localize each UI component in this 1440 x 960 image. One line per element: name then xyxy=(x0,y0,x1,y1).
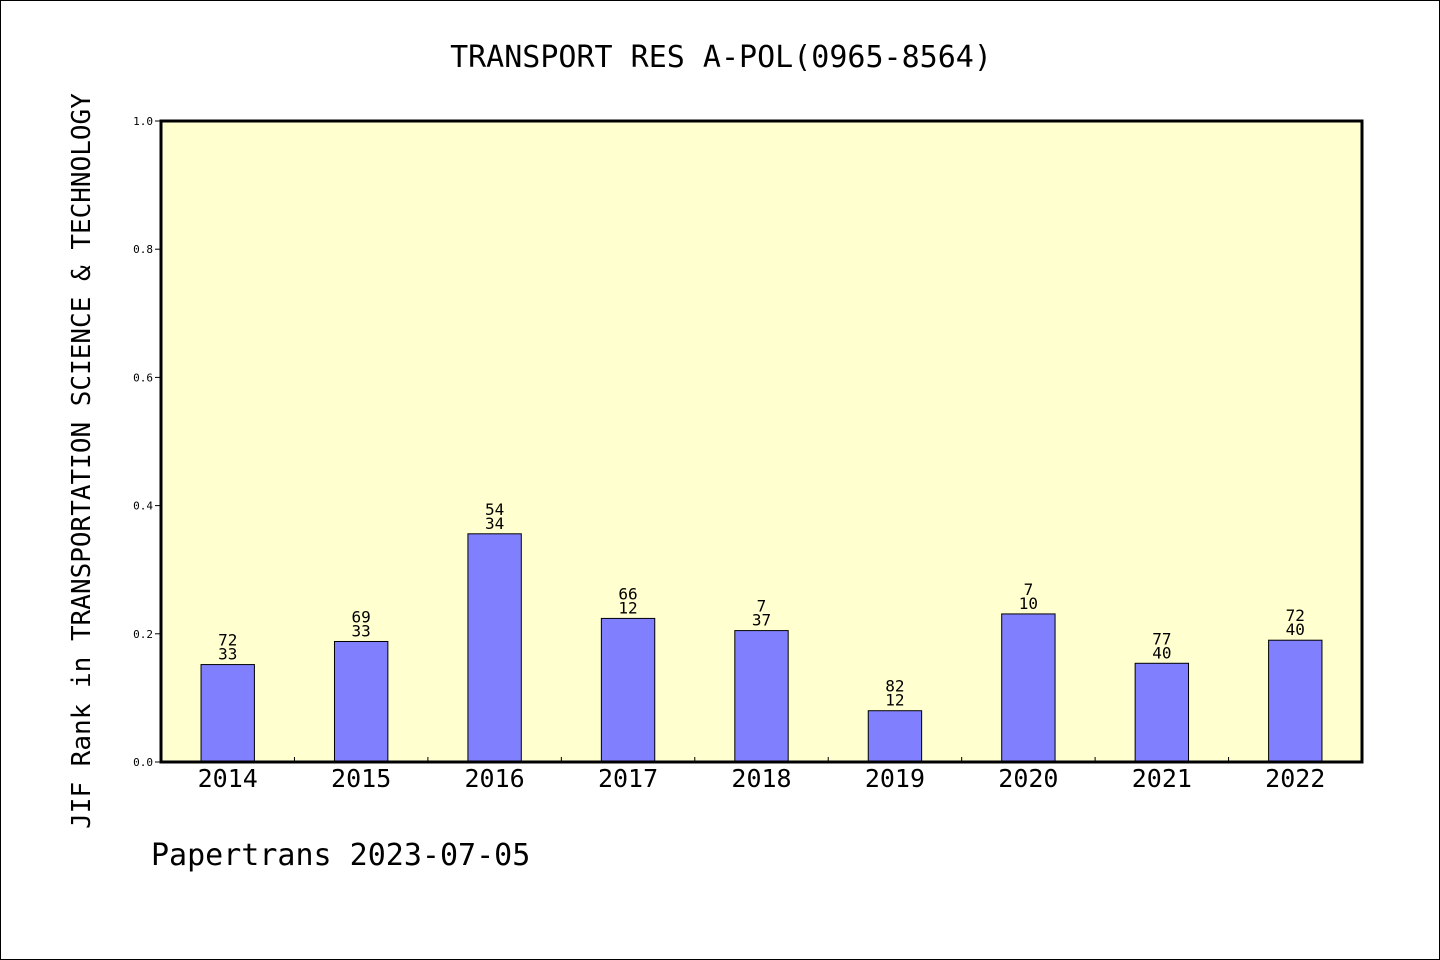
bar-label-top: 77 xyxy=(1152,629,1171,648)
bar-label-bottom: 10 xyxy=(1019,594,1038,613)
bar-label-bottom: 40 xyxy=(1152,643,1171,662)
y-tick-label: 0.6 xyxy=(133,371,153,384)
bar-label-top: 69 xyxy=(352,607,371,626)
bar-2022 xyxy=(1268,639,1323,763)
y-tick-label: 0.4 xyxy=(133,500,153,513)
bar-label-top: 72 xyxy=(218,631,237,650)
bar-label-top: 7 xyxy=(1024,580,1034,599)
y-axis-label: JIF Rank in TRANSPORTATION SCIENCE & TEC… xyxy=(67,93,97,829)
bar-label-bottom: 12 xyxy=(885,691,904,710)
footer-text: Papertrans 2023-07-05 xyxy=(151,838,530,873)
bar-label-bottom: 37 xyxy=(752,611,771,630)
bar-label-top: 54 xyxy=(485,500,504,519)
bar-label-top: 7 xyxy=(757,597,767,616)
bar-2015 xyxy=(333,640,389,763)
bar-label-top: 66 xyxy=(618,584,637,603)
y-tick-label: 0.8 xyxy=(133,243,153,256)
x-tick-label: 2017 xyxy=(598,764,658,793)
x-tick-label: 2015 xyxy=(331,764,391,793)
bar-series xyxy=(200,533,1323,763)
bar-label-bottom: 12 xyxy=(618,598,637,617)
bar-label-bottom: 33 xyxy=(352,621,371,640)
y-axis-ticks: 0.0 0.2 0.4 0.6 0.8 1.0 xyxy=(133,115,161,769)
bar-2014 xyxy=(200,664,255,763)
bar-label-bottom: 34 xyxy=(485,514,504,533)
x-tick-label: 2022 xyxy=(1265,764,1325,793)
x-tick-label: 2021 xyxy=(1132,764,1192,793)
chart-title: TRANSPORT RES A-POL(0965-8564) xyxy=(450,40,992,75)
x-tick-label: 2019 xyxy=(865,764,925,793)
x-axis-labels: 2014 2015 2016 2017 2018 2019 2020 2021 2022 xyxy=(198,764,1326,793)
bar-2018 xyxy=(734,630,789,763)
bar-2020 xyxy=(1001,613,1056,763)
x-tick-label: 2014 xyxy=(198,764,258,793)
bar-label-bottom: 40 xyxy=(1286,620,1305,639)
bar-2021 xyxy=(1134,662,1190,763)
bar-label-top: 72 xyxy=(1286,606,1305,625)
bar-2017 xyxy=(600,617,656,763)
x-tick-label: 2018 xyxy=(731,764,791,793)
x-tick-label: 2020 xyxy=(998,764,1058,793)
bar-2016 xyxy=(467,533,522,763)
bar-label-bottom: 33 xyxy=(218,645,237,664)
y-tick-label: 0.2 xyxy=(133,628,153,641)
y-tick-label: 1.0 xyxy=(133,115,153,128)
y-tick-label: 0.0 xyxy=(133,756,153,769)
x-tick-label: 2016 xyxy=(465,764,525,793)
plot-border xyxy=(159,119,1364,764)
bar-label-top: 82 xyxy=(885,677,904,696)
bar-2019 xyxy=(867,710,923,763)
